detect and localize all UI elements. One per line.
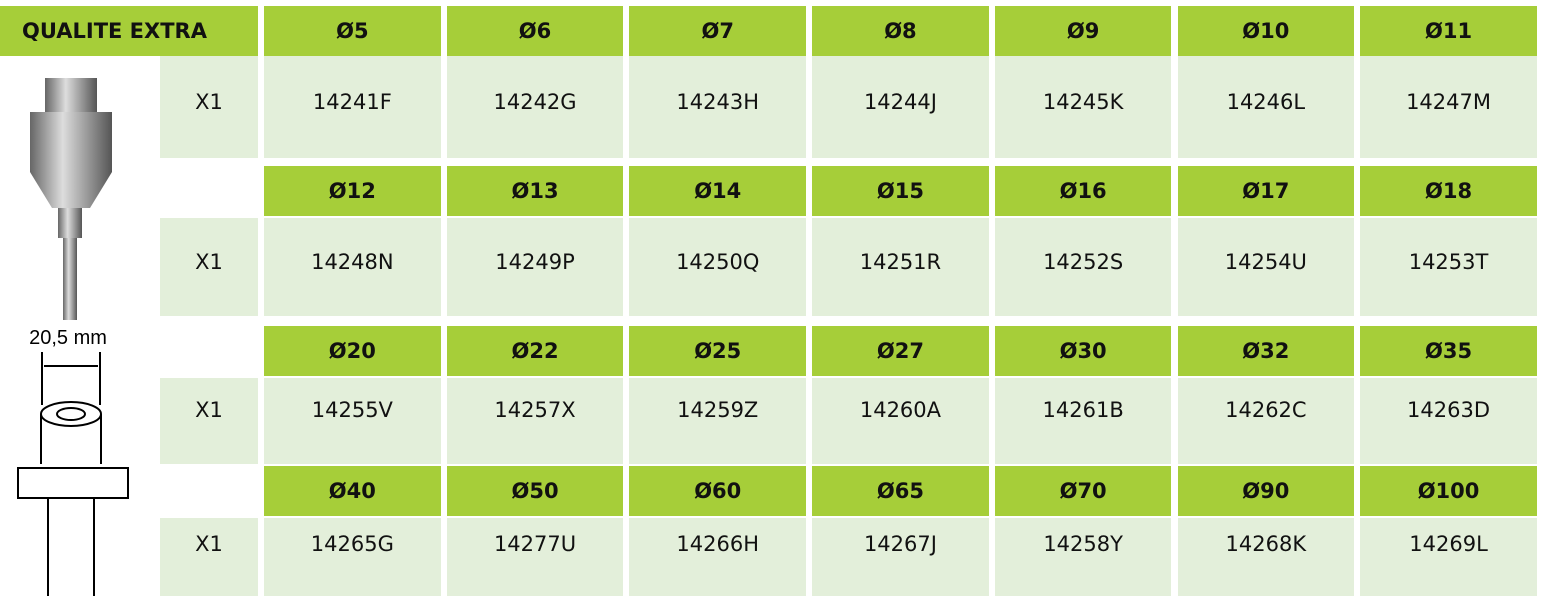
- shaft: [63, 238, 77, 320]
- size-header: Ø6: [447, 6, 624, 56]
- page: 20,5 mm QUALITE EXTRAX1Ø514241FØ614242GØ…: [0, 0, 1543, 596]
- code-cell: 14266H: [629, 518, 806, 596]
- size-header: Ø18: [1360, 166, 1537, 216]
- tool-image: 20,5 mm: [0, 0, 160, 596]
- size-header: Ø15: [812, 166, 989, 216]
- size-header: Ø32: [1178, 326, 1355, 376]
- size-header: Ø16: [995, 166, 1172, 216]
- code-cell: 14246L: [1178, 56, 1355, 158]
- code-cell: 14263D: [1360, 378, 1537, 464]
- code-cell: 14258Y: [995, 518, 1172, 596]
- size-header: Ø50: [447, 466, 624, 516]
- code-cell: 14257X: [447, 378, 624, 464]
- size-header: Ø65: [812, 466, 989, 516]
- size-header: Ø7: [629, 6, 806, 56]
- code-cell: 14265G: [264, 518, 441, 596]
- body: [30, 112, 112, 208]
- code-cell: 14248N: [264, 218, 441, 316]
- size-header: Ø27: [812, 326, 989, 376]
- line-drawing: [18, 352, 128, 596]
- size-header: Ø30: [995, 326, 1172, 376]
- size-header: Ø12: [264, 166, 441, 216]
- code-cell: 14252S: [995, 218, 1172, 316]
- size-header: Ø25: [629, 326, 806, 376]
- size-header: Ø90: [1178, 466, 1355, 516]
- size-header: Ø17: [1178, 166, 1355, 216]
- size-header: Ø10: [1178, 6, 1355, 56]
- code-cell: 14254U: [1178, 218, 1355, 316]
- code-cell: 14269L: [1360, 518, 1537, 596]
- size-header: Ø20: [264, 326, 441, 376]
- size-header: Ø8: [812, 6, 989, 56]
- code-cell: 14243H: [629, 56, 806, 158]
- code-cell: 14244J: [812, 56, 989, 158]
- code-cell: 14261B: [995, 378, 1172, 464]
- code-cell: 14262C: [1178, 378, 1355, 464]
- size-header: Ø60: [629, 466, 806, 516]
- qty-cell: X1: [160, 378, 258, 464]
- size-header: Ø35: [1360, 326, 1537, 376]
- size-header: Ø14: [629, 166, 806, 216]
- neck: [58, 208, 82, 238]
- size-header: Ø22: [447, 326, 624, 376]
- size-header: Ø70: [995, 466, 1172, 516]
- size-header: Ø40: [264, 466, 441, 516]
- qty-cell: X1: [160, 218, 258, 316]
- thread: [45, 78, 97, 112]
- code-cell: 14247M: [1360, 56, 1537, 158]
- size-header: Ø5: [264, 6, 441, 56]
- code-cell: 14253T: [1360, 218, 1537, 316]
- size-header: Ø9: [995, 6, 1172, 56]
- code-cell: 14245K: [995, 56, 1172, 158]
- code-cell: 14259Z: [629, 378, 806, 464]
- code-cell: 14249P: [447, 218, 624, 316]
- code-cell: 14251R: [812, 218, 989, 316]
- code-cell: 14268K: [1178, 518, 1355, 596]
- qty-cell: X1: [160, 518, 258, 596]
- qty-cell: X1: [160, 56, 258, 158]
- code-cell: 14260A: [812, 378, 989, 464]
- code-cell: 14277U: [447, 518, 624, 596]
- code-cell: 14255V: [264, 378, 441, 464]
- code-cell: 14267J: [812, 518, 989, 596]
- code-cell: 14241F: [264, 56, 441, 158]
- title-cell: QUALITE EXTRA: [0, 6, 258, 56]
- size-header: Ø13: [447, 166, 624, 216]
- code-cell: 14250Q: [629, 218, 806, 316]
- size-header: Ø11: [1360, 6, 1537, 56]
- size-header: Ø100: [1360, 466, 1537, 516]
- code-cell: 14242G: [447, 56, 624, 158]
- dimension-label: 20,5 mm: [29, 327, 107, 349]
